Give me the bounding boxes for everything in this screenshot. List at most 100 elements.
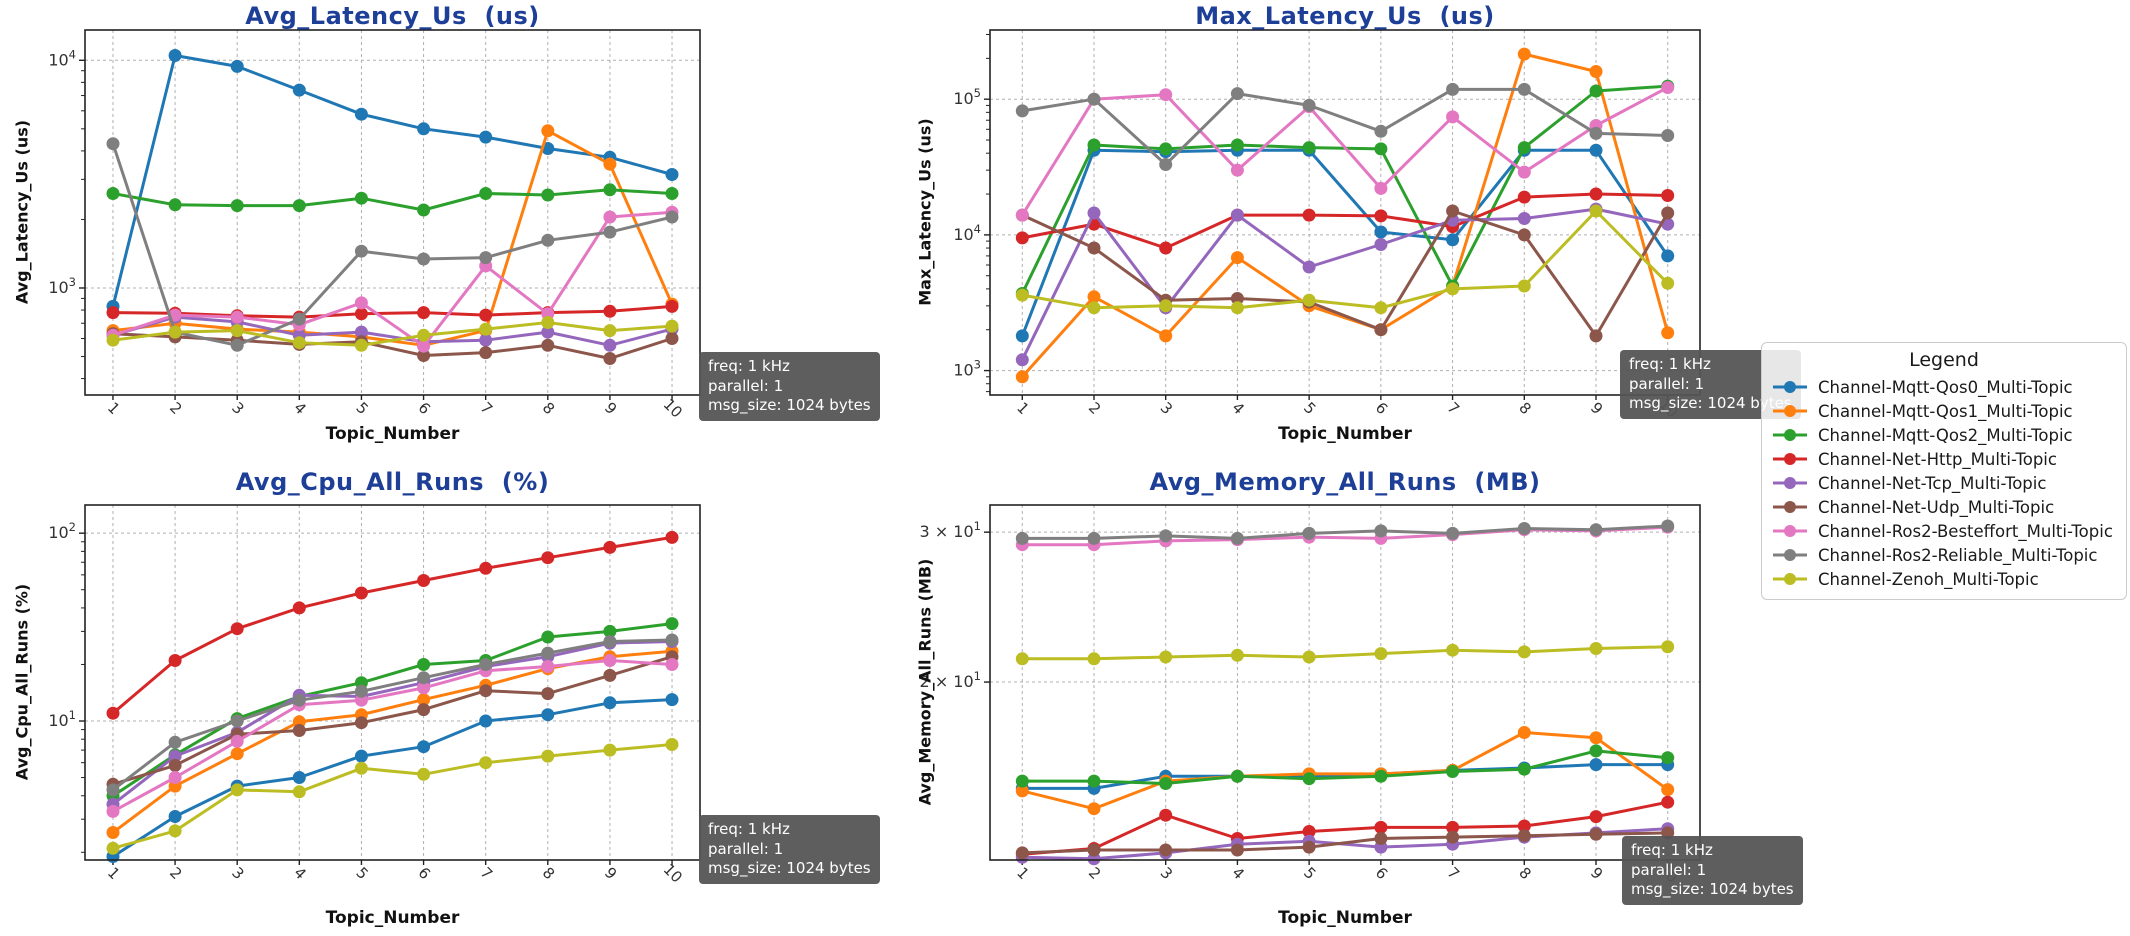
- series-Channel-Mqtt-Qos0_Multi-Topic: [1015, 143, 1675, 343]
- y-tick-labels: 3 × 101 2 × 101: [920, 519, 990, 691]
- data-point: [1374, 524, 1388, 538]
- data-point: [417, 658, 431, 671]
- data-point: [603, 338, 617, 352]
- data-point: [417, 328, 431, 342]
- data-point: [230, 199, 244, 213]
- data-point: [292, 312, 306, 326]
- svg-text:1: 1: [104, 399, 123, 418]
- legend-item-label: Channel-Net-Tcp_Multi-Topic: [1818, 473, 2047, 493]
- data-point: [603, 225, 617, 239]
- data-point: [1087, 206, 1101, 220]
- svg-text:6: 6: [1372, 399, 1391, 418]
- svg-text:4: 4: [1228, 399, 1247, 418]
- data-point: [479, 130, 493, 144]
- data-point: [1087, 290, 1101, 304]
- data-point: [1661, 795, 1675, 809]
- svg-text:6: 6: [415, 864, 434, 883]
- data-point: [1087, 241, 1101, 255]
- data-point: [1159, 843, 1173, 857]
- svg-text:9: 9: [601, 864, 620, 883]
- data-point: [1087, 843, 1101, 857]
- data-point: [603, 352, 617, 365]
- data-point: [230, 324, 244, 338]
- legend-item-5: Channel-Net-Udp_Multi-Topic: [1772, 495, 2116, 519]
- svg-text:9: 9: [1587, 399, 1606, 418]
- data-point: [168, 735, 182, 749]
- chart-avg-cpu-all-runs: 101 102 1 2 3 4 5 6 7 8 9 10: [48, 504, 701, 886]
- annotation-box-avg-latency: freq: 1 kHz parallel: 1 msg_size: 1024 b…: [699, 352, 880, 421]
- legend-item-label: Channel-Ros2-Reliable_Multi-Topic: [1818, 545, 2098, 565]
- data-point: [1015, 104, 1029, 118]
- data-point: [1589, 758, 1603, 772]
- svg-text:3: 3: [228, 864, 247, 883]
- data-point: [1517, 228, 1531, 242]
- xlabel-bottom-right: Topic_Number: [1278, 908, 1412, 928]
- svg-text:1: 1: [104, 864, 123, 883]
- svg-text:7: 7: [1444, 864, 1463, 883]
- data-point: [1517, 212, 1531, 225]
- svg-text:8: 8: [1515, 399, 1534, 418]
- data-point: [1159, 299, 1173, 313]
- data-point: [1661, 81, 1675, 94]
- svg-text:104: 104: [48, 47, 76, 69]
- data-point: [541, 338, 555, 352]
- data-point: [292, 785, 306, 799]
- data-point: [665, 633, 679, 647]
- data-point: [417, 693, 431, 707]
- data-point: [1589, 126, 1603, 140]
- svg-text:2: 2: [1085, 399, 1104, 418]
- data-point: [603, 624, 617, 638]
- svg-text:4: 4: [290, 864, 309, 883]
- svg-text:7: 7: [1444, 399, 1463, 418]
- xlabel-bottom-left: Topic_Number: [325, 908, 460, 928]
- data-point: [541, 325, 555, 339]
- svg-text:103: 103: [48, 275, 76, 297]
- data-point: [479, 561, 493, 575]
- title-avg-memory: Avg_Memory_All_Runs (MB): [1149, 468, 1541, 496]
- legend-line-marker-icon: [1773, 477, 1807, 489]
- series-Channel-Net-Udp_Multi-Topic: [106, 650, 679, 791]
- series-Channel-Ros2-Besteffort_Multi-Topic: [1015, 520, 1675, 552]
- data-point: [1589, 187, 1603, 201]
- data-point: [1446, 82, 1460, 96]
- data-point: [417, 203, 431, 217]
- data-point: [1302, 208, 1316, 222]
- data-point: [541, 646, 555, 660]
- data-point: [1302, 650, 1316, 664]
- data-point: [1230, 87, 1244, 101]
- svg-text:1: 1: [1013, 864, 1032, 883]
- data-point: [1374, 301, 1388, 315]
- data-point: [1015, 652, 1029, 666]
- data-point: [168, 654, 182, 667]
- legend-item-8: Channel-Zenoh_Multi-Topic: [1772, 567, 2116, 591]
- data-point: [292, 601, 306, 615]
- data-point: [1517, 165, 1531, 179]
- data-point: [168, 325, 182, 339]
- data-point: [665, 658, 679, 671]
- data-point: [292, 724, 306, 737]
- data-point: [168, 824, 182, 838]
- series-Channel-Mqtt-Qos0_Multi-Topic: [106, 49, 679, 313]
- data-point: [1087, 774, 1101, 788]
- data-point: [1589, 810, 1603, 824]
- ylabel-avg-cpu: Avg_Cpu_All_Runs (%): [12, 583, 32, 781]
- svg-text:3: 3: [228, 399, 247, 418]
- data-point: [354, 716, 368, 730]
- series-Channel-Net-Http_Multi-Topic: [1015, 187, 1675, 255]
- series-Channel-Mqtt-Qos1_Multi-Topic: [1015, 726, 1675, 816]
- series-Channel-Ros2-Reliable_Multi-Topic: [1015, 519, 1675, 545]
- series-Channel-Zenoh_Multi-Topic: [106, 316, 679, 352]
- data-point: [1517, 141, 1531, 155]
- data-point: [230, 747, 244, 761]
- svg-text:2: 2: [1085, 864, 1104, 883]
- series-Channel-Zenoh_Multi-Topic: [106, 738, 679, 855]
- data-point: [1589, 827, 1603, 841]
- data-point: [354, 693, 368, 707]
- data-point: [230, 734, 244, 748]
- data-point: [1015, 784, 1029, 798]
- data-point: [1159, 142, 1173, 156]
- data-point: [541, 749, 555, 763]
- data-point: [292, 336, 306, 350]
- data-point: [541, 316, 555, 329]
